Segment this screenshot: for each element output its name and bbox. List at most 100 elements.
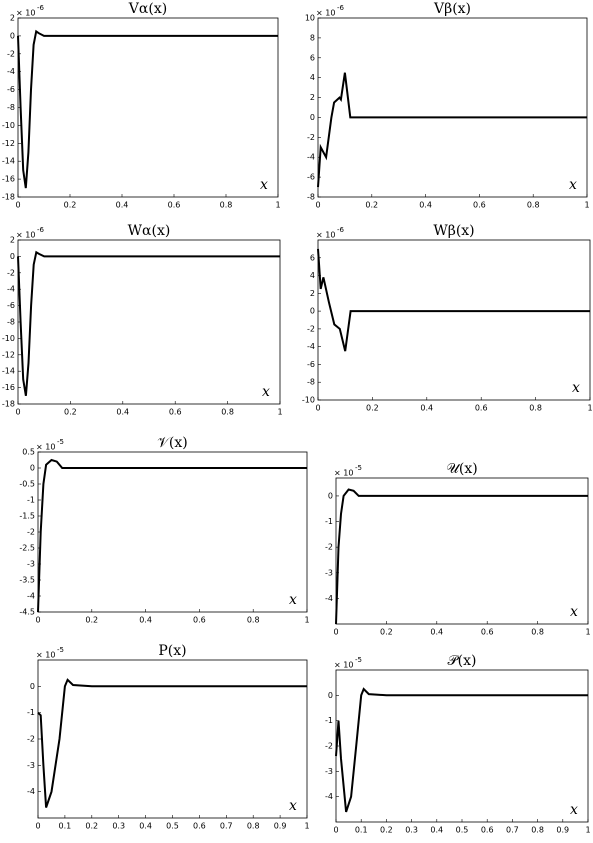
chart-title: 𝒱(x)	[157, 435, 187, 451]
curve	[17, 250, 280, 396]
x-tick-label: 0.4	[420, 404, 433, 413]
axes-box	[317, 239, 591, 401]
x-axis-label: x	[570, 802, 578, 818]
x-tick-label: 0.3	[112, 822, 125, 831]
x-tick-label: 0	[15, 201, 20, 210]
chart-title: Wα(x)	[128, 223, 171, 239]
y-tick-label: -12	[2, 350, 15, 359]
y-tick-label: 2	[310, 289, 315, 298]
y-tick-label: 0	[328, 691, 333, 700]
curve	[37, 678, 307, 808]
y-exponent: -6	[37, 226, 45, 234]
y-tick-label: 6	[310, 253, 315, 262]
x-tick-label: 0.2	[365, 201, 378, 210]
y-tick-label: -4.5	[19, 608, 35, 617]
y-tick-label: 2	[10, 14, 15, 23]
y-multiplier: × 10	[16, 231, 35, 240]
curve	[17, 29, 278, 189]
x-tick-label: 0.6	[193, 616, 206, 625]
y-tick-label: -6	[7, 85, 15, 94]
axes-box	[37, 659, 308, 819]
x-tick-label: 0.9	[274, 822, 287, 831]
y-tick-label: 0	[310, 113, 315, 122]
x-axis-label: x	[262, 384, 270, 400]
chart-title: 𝒰(x)	[446, 461, 477, 477]
y-tick-label: 0	[10, 31, 15, 40]
x-tick-label: 1	[304, 616, 309, 625]
curve	[335, 687, 588, 813]
y-exponent: -5	[355, 464, 362, 472]
x-axis-label: x	[569, 177, 577, 193]
axes-box	[17, 17, 279, 198]
x-tick-label: 0	[333, 826, 338, 835]
y-tick-label: -4	[307, 342, 315, 351]
curve	[37, 458, 307, 613]
y-tick-label: -1.5	[19, 512, 35, 521]
chart-title: Vβ(x)	[433, 1, 471, 17]
y-tick-label: -10	[302, 396, 315, 405]
y-tick-label: 0	[10, 252, 15, 261]
y-tick-label: -10	[2, 334, 15, 343]
y-tick-label: -6	[7, 301, 15, 310]
x-axis-label: x	[260, 177, 268, 193]
y-tick-label: 0	[328, 491, 333, 500]
y-tick-label: -8	[7, 318, 15, 327]
x-axis-label: x	[570, 604, 578, 620]
y-tick-label: -8	[307, 193, 315, 202]
x-tick-label: 0.2	[64, 201, 77, 210]
x-tick-label: 1	[585, 628, 590, 637]
y-tick-label: -2	[325, 543, 333, 552]
x-tick-label: 0.2	[85, 616, 98, 625]
y-tick-label: -2	[307, 324, 315, 333]
y-exponent: -6	[37, 4, 45, 12]
y-exponent: -5	[57, 646, 64, 654]
y-tick-label: -16	[2, 383, 15, 392]
y-tick-label: 10	[305, 14, 315, 23]
x-tick-label: 0.5	[456, 826, 469, 835]
x-tick-label: 0.2	[380, 628, 393, 637]
y-tick-label: -1	[325, 716, 333, 725]
y-tick-label: -6	[307, 173, 315, 182]
axes-box	[37, 451, 308, 613]
y-tick-label: -16	[2, 175, 15, 184]
x-tick-label: 0.6	[168, 201, 181, 210]
x-tick-label: 1	[585, 826, 590, 835]
y-exponent: -6	[337, 226, 345, 234]
x-tick-label: 0.3	[405, 826, 418, 835]
y-multiplier: × 10	[334, 661, 353, 670]
y-tick-label: -12	[2, 139, 15, 148]
chart-title: 𝒫(x)	[448, 653, 477, 669]
y-exponent: -6	[337, 4, 345, 12]
y-tick-label: -10	[2, 121, 15, 130]
y-tick-label: -3.5	[19, 576, 35, 585]
x-tick-label: 0	[35, 822, 40, 831]
y-tick-label: 0	[30, 682, 35, 691]
y-multiplier: × 10	[334, 469, 353, 478]
y-tick-label: -2.5	[19, 544, 35, 553]
chart-title: P(x)	[158, 643, 186, 659]
y-tick-label: -4	[7, 285, 15, 294]
x-tick-label: 0.4	[116, 201, 129, 210]
y-tick-label: 4	[310, 271, 315, 280]
curve	[317, 248, 590, 352]
x-tick-label: 0.2	[366, 404, 379, 413]
x-tick-label: 0.6	[193, 822, 206, 831]
x-tick-label: 0.2	[380, 826, 393, 835]
y-tick-label: -3	[27, 560, 35, 569]
curve	[335, 488, 588, 625]
x-tick-label: 0.8	[529, 404, 542, 413]
y-tick-label: -2	[27, 528, 35, 537]
x-tick-label: 0.6	[473, 201, 486, 210]
x-tick-label: 1	[275, 201, 280, 210]
y-tick-label: -1	[27, 496, 35, 505]
x-axis-label: x	[289, 798, 297, 814]
x-tick-label: 0.8	[221, 408, 234, 417]
y-tick-label: 8	[310, 33, 315, 42]
x-tick-label: 0.4	[139, 616, 152, 625]
y-tick-label: -8	[7, 103, 15, 112]
y-tick-label: -2	[27, 735, 35, 744]
x-tick-label: 1	[304, 822, 309, 831]
x-tick-label: 0.4	[430, 628, 443, 637]
x-tick-label: 0.8	[527, 201, 540, 210]
